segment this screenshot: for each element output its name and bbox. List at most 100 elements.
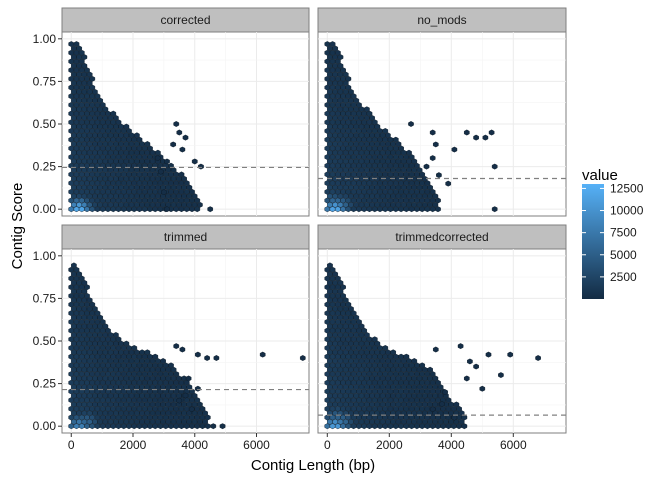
hex-bin: [458, 418, 465, 425]
hex-bin: [393, 136, 399, 143]
hex-bin: [126, 128, 132, 134]
hex-bin: [435, 206, 441, 213]
hex-bin: [300, 355, 306, 361]
hex-bin: [160, 358, 166, 364]
hex-bin: [81, 62, 88, 69]
x-tick-label: 0: [324, 438, 331, 452]
hex-bin: [78, 49, 85, 56]
hex-bin: [473, 363, 479, 370]
y-tick-label: 0.25: [33, 377, 57, 391]
hex-bin: [329, 41, 336, 48]
hex-bin: [342, 71, 349, 78]
facet-panel-trimmed: trimmed 0.00 0.25 0.50 0.75 1.00 0 2000 4000 6000: [33, 224, 310, 452]
hex-bin: [195, 385, 201, 392]
hex-bin: [479, 385, 486, 392]
facet-strip-label: corrected: [160, 13, 210, 27]
facet-strip: [317, 7, 567, 33]
hex-bin: [422, 175, 428, 182]
hex-bin: [144, 349, 151, 356]
panels-group: corrected 0.00 0.25 0.50 0.75 1.00 no_modstrim…: [33, 7, 567, 452]
hex-bin: [170, 167, 177, 174]
hex-bin: [467, 358, 473, 365]
hex-bin: [353, 314, 360, 321]
hex-bin: [73, 41, 80, 48]
hex-bin: [115, 119, 122, 126]
hex-bin: [194, 206, 201, 213]
hex-bin: [337, 62, 344, 69]
hex-bin: [68, 41, 75, 48]
hex-bin: [488, 129, 495, 136]
hex-bin: [385, 132, 391, 139]
hex-bin: [198, 163, 204, 170]
hex-bin: [408, 154, 415, 160]
hex-bin: [364, 106, 370, 113]
hex-bin: [435, 379, 441, 386]
hex-bin: [337, 54, 344, 61]
hex-bin: [89, 301, 96, 308]
hex-bin: [86, 297, 93, 304]
hex-bin: [445, 180, 451, 187]
hex-bin: [84, 67, 90, 74]
hex-bins: [68, 41, 213, 213]
hex-bin: [332, 45, 338, 52]
hex-bin: [173, 343, 180, 350]
legend-break-label: 7500: [610, 226, 637, 240]
hex-bin: [197, 201, 203, 208]
hex-bin: [155, 149, 161, 156]
y-tick-label: 0.75: [33, 74, 57, 88]
hex-bin: [89, 75, 96, 82]
hex-bin: [335, 58, 341, 65]
hex-bin: [170, 141, 176, 148]
hex-bin: [99, 101, 106, 108]
hex-bin: [84, 284, 90, 291]
hex-bin: [99, 318, 106, 325]
y-tick-label: 0.50: [33, 117, 57, 131]
hex-bin: [436, 172, 442, 179]
y-tick-label: 1.00: [33, 249, 57, 263]
hex-bin: [482, 134, 489, 141]
hex-bin: [94, 93, 101, 100]
hex-bin: [202, 418, 208, 425]
hex-bin: [335, 275, 341, 282]
hex-bin: [168, 362, 174, 369]
hex-bin: [457, 343, 464, 350]
hex-bin: [134, 132, 140, 139]
hex-bin: [369, 115, 375, 121]
hex-bin: [461, 414, 468, 421]
hex-bin: [464, 129, 470, 136]
hex-bin: [73, 266, 80, 273]
hex-bin: [414, 162, 420, 169]
hex-bin: [86, 80, 93, 87]
hex-bin: [76, 271, 82, 278]
hex-bin: [437, 384, 444, 391]
hex-bin: [182, 134, 189, 141]
facet-strip-label: no_mods: [417, 13, 466, 27]
hex-bin: [356, 318, 362, 325]
hex-bins: [68, 262, 306, 430]
hex-bin: [461, 423, 468, 430]
hex-bin: [340, 292, 346, 299]
hex-bin: [113, 332, 119, 338]
hex-bin: [337, 288, 344, 295]
hex-bin: [345, 301, 352, 308]
hex-bin: [154, 155, 161, 162]
hex-bin: [429, 155, 436, 162]
hex-bin: [197, 401, 203, 408]
hex-bin: [176, 397, 183, 404]
hex-bin: [342, 80, 349, 87]
hex-bin: [324, 41, 331, 48]
hex-bin: [390, 349, 396, 356]
hex-bin: [207, 206, 213, 213]
hex-bin: [84, 292, 90, 299]
facet-strip: [61, 224, 310, 250]
hex-bin: [113, 115, 119, 121]
hex-bin: [110, 110, 117, 117]
hex-bin: [423, 163, 430, 170]
hex-bin: [419, 362, 425, 369]
hex-bin: [433, 346, 439, 353]
hex-bin: [433, 141, 439, 148]
hex-bin: [94, 310, 101, 317]
hex-bin: [451, 414, 458, 421]
hex-bin: [219, 423, 226, 430]
